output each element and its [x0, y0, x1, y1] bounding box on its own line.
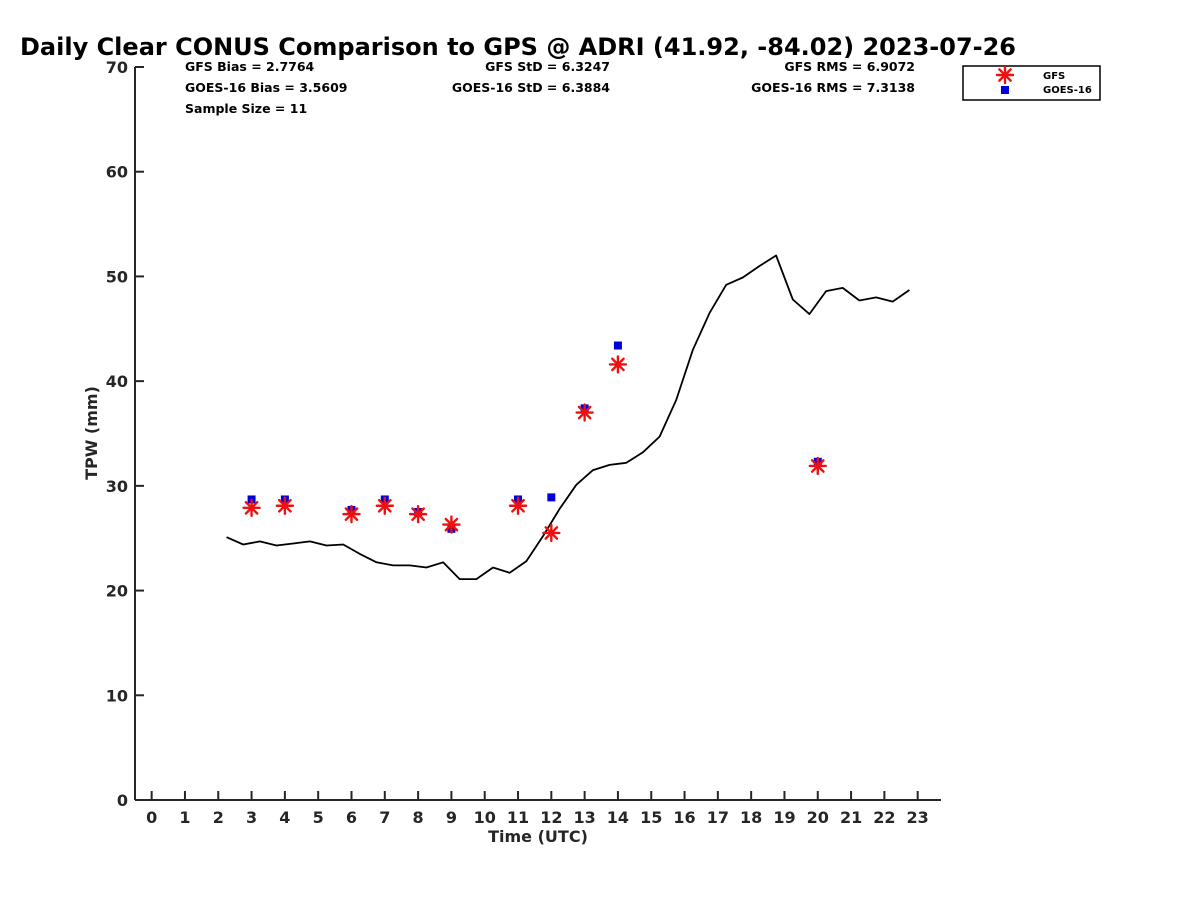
y-tick-label: 10: [106, 686, 128, 705]
y-tick-label: 50: [106, 267, 128, 286]
legend-goes-label: GOES-16: [1043, 85, 1092, 96]
x-tick-label: 10: [474, 808, 496, 827]
goes-std-stat: GOES-16 StD = 6.3884: [452, 80, 610, 95]
x-tick-label: 8: [413, 808, 424, 827]
legend-gfs-marker: [995, 65, 1015, 85]
y-tick-label: 30: [106, 477, 128, 496]
x-tick-label: 3: [246, 808, 257, 827]
x-tick-label: 0: [146, 808, 157, 827]
gfs-std-stat: GFS StD = 6.3247: [485, 59, 610, 74]
legend-goes-marker: [1001, 86, 1009, 94]
x-tick-label: 2: [213, 808, 224, 827]
gfs-point: [242, 498, 261, 518]
goes-series: [247, 341, 822, 533]
gfs-point: [808, 456, 827, 476]
gps-line: [226, 254, 910, 580]
goes-rms-stat: GOES-16 RMS = 7.3138: [751, 80, 915, 95]
y-tick-label: 0: [117, 791, 128, 810]
y-axis-label: TPW (mm): [82, 386, 101, 480]
gfs-point: [408, 504, 428, 524]
gfs-rms-stat: GFS RMS = 6.9072: [784, 59, 915, 74]
x-tick-label: 11: [507, 808, 529, 827]
gfs-point: [542, 523, 561, 543]
gfs-bias-stat: GFS Bias = 2.7764: [185, 59, 315, 74]
x-tick-label: 14: [607, 808, 629, 827]
legend: GFS GOES-16: [962, 65, 1101, 101]
goes-bias-stat: GOES-16 Bias = 3.5609: [185, 80, 347, 95]
y-tick-label: 20: [106, 582, 128, 601]
x-tick-label: 13: [573, 808, 595, 827]
y-tick-label: 40: [106, 372, 128, 391]
x-tick-label: 19: [773, 808, 795, 827]
gfs-point: [342, 504, 361, 524]
x-tick-label: 6: [346, 808, 357, 827]
goes-point: [613, 341, 622, 350]
goes-point: [547, 493, 556, 502]
x-tick-label: 17: [707, 808, 729, 827]
legend-box: [962, 65, 1101, 101]
x-tick-label: 5: [313, 808, 324, 827]
x-tick-label: 18: [740, 808, 762, 827]
x-tick-label: 20: [807, 808, 829, 827]
x-tick-label: 4: [279, 808, 290, 827]
x-tick-label: 9: [446, 808, 457, 827]
y-tick-label: 70: [106, 58, 128, 77]
x-tick-label: 1: [179, 808, 190, 827]
sample-size-stat: Sample Size = 11: [185, 101, 307, 116]
y-tick-label: 60: [106, 163, 128, 182]
legend-goes-square: [1001, 86, 1009, 94]
chart-title: Daily Clear CONUS Comparison to GPS @ AD…: [20, 33, 1016, 61]
x-tick-label: 21: [840, 808, 862, 827]
gfs-point: [508, 496, 528, 515]
gfs-point: [608, 355, 628, 374]
gfs-point: [575, 403, 594, 422]
x-axis-label: Time (UTC): [488, 827, 588, 846]
x-tick-label: 15: [640, 808, 662, 827]
legend-gfs-asterisk: [995, 65, 1015, 85]
gfs-series: [242, 355, 827, 543]
x-tick-label: 23: [907, 808, 929, 827]
x-tick-label: 7: [379, 808, 390, 827]
gfs-point: [375, 496, 394, 515]
legend-gfs-label: GFS: [1043, 71, 1065, 82]
x-tick-label: 16: [673, 808, 695, 827]
gfs-point: [275, 496, 295, 515]
x-tick-label: 12: [540, 808, 562, 827]
x-tick-label: 22: [873, 808, 895, 827]
gfs-point: [442, 515, 461, 534]
gps-series: [226, 254, 910, 580]
